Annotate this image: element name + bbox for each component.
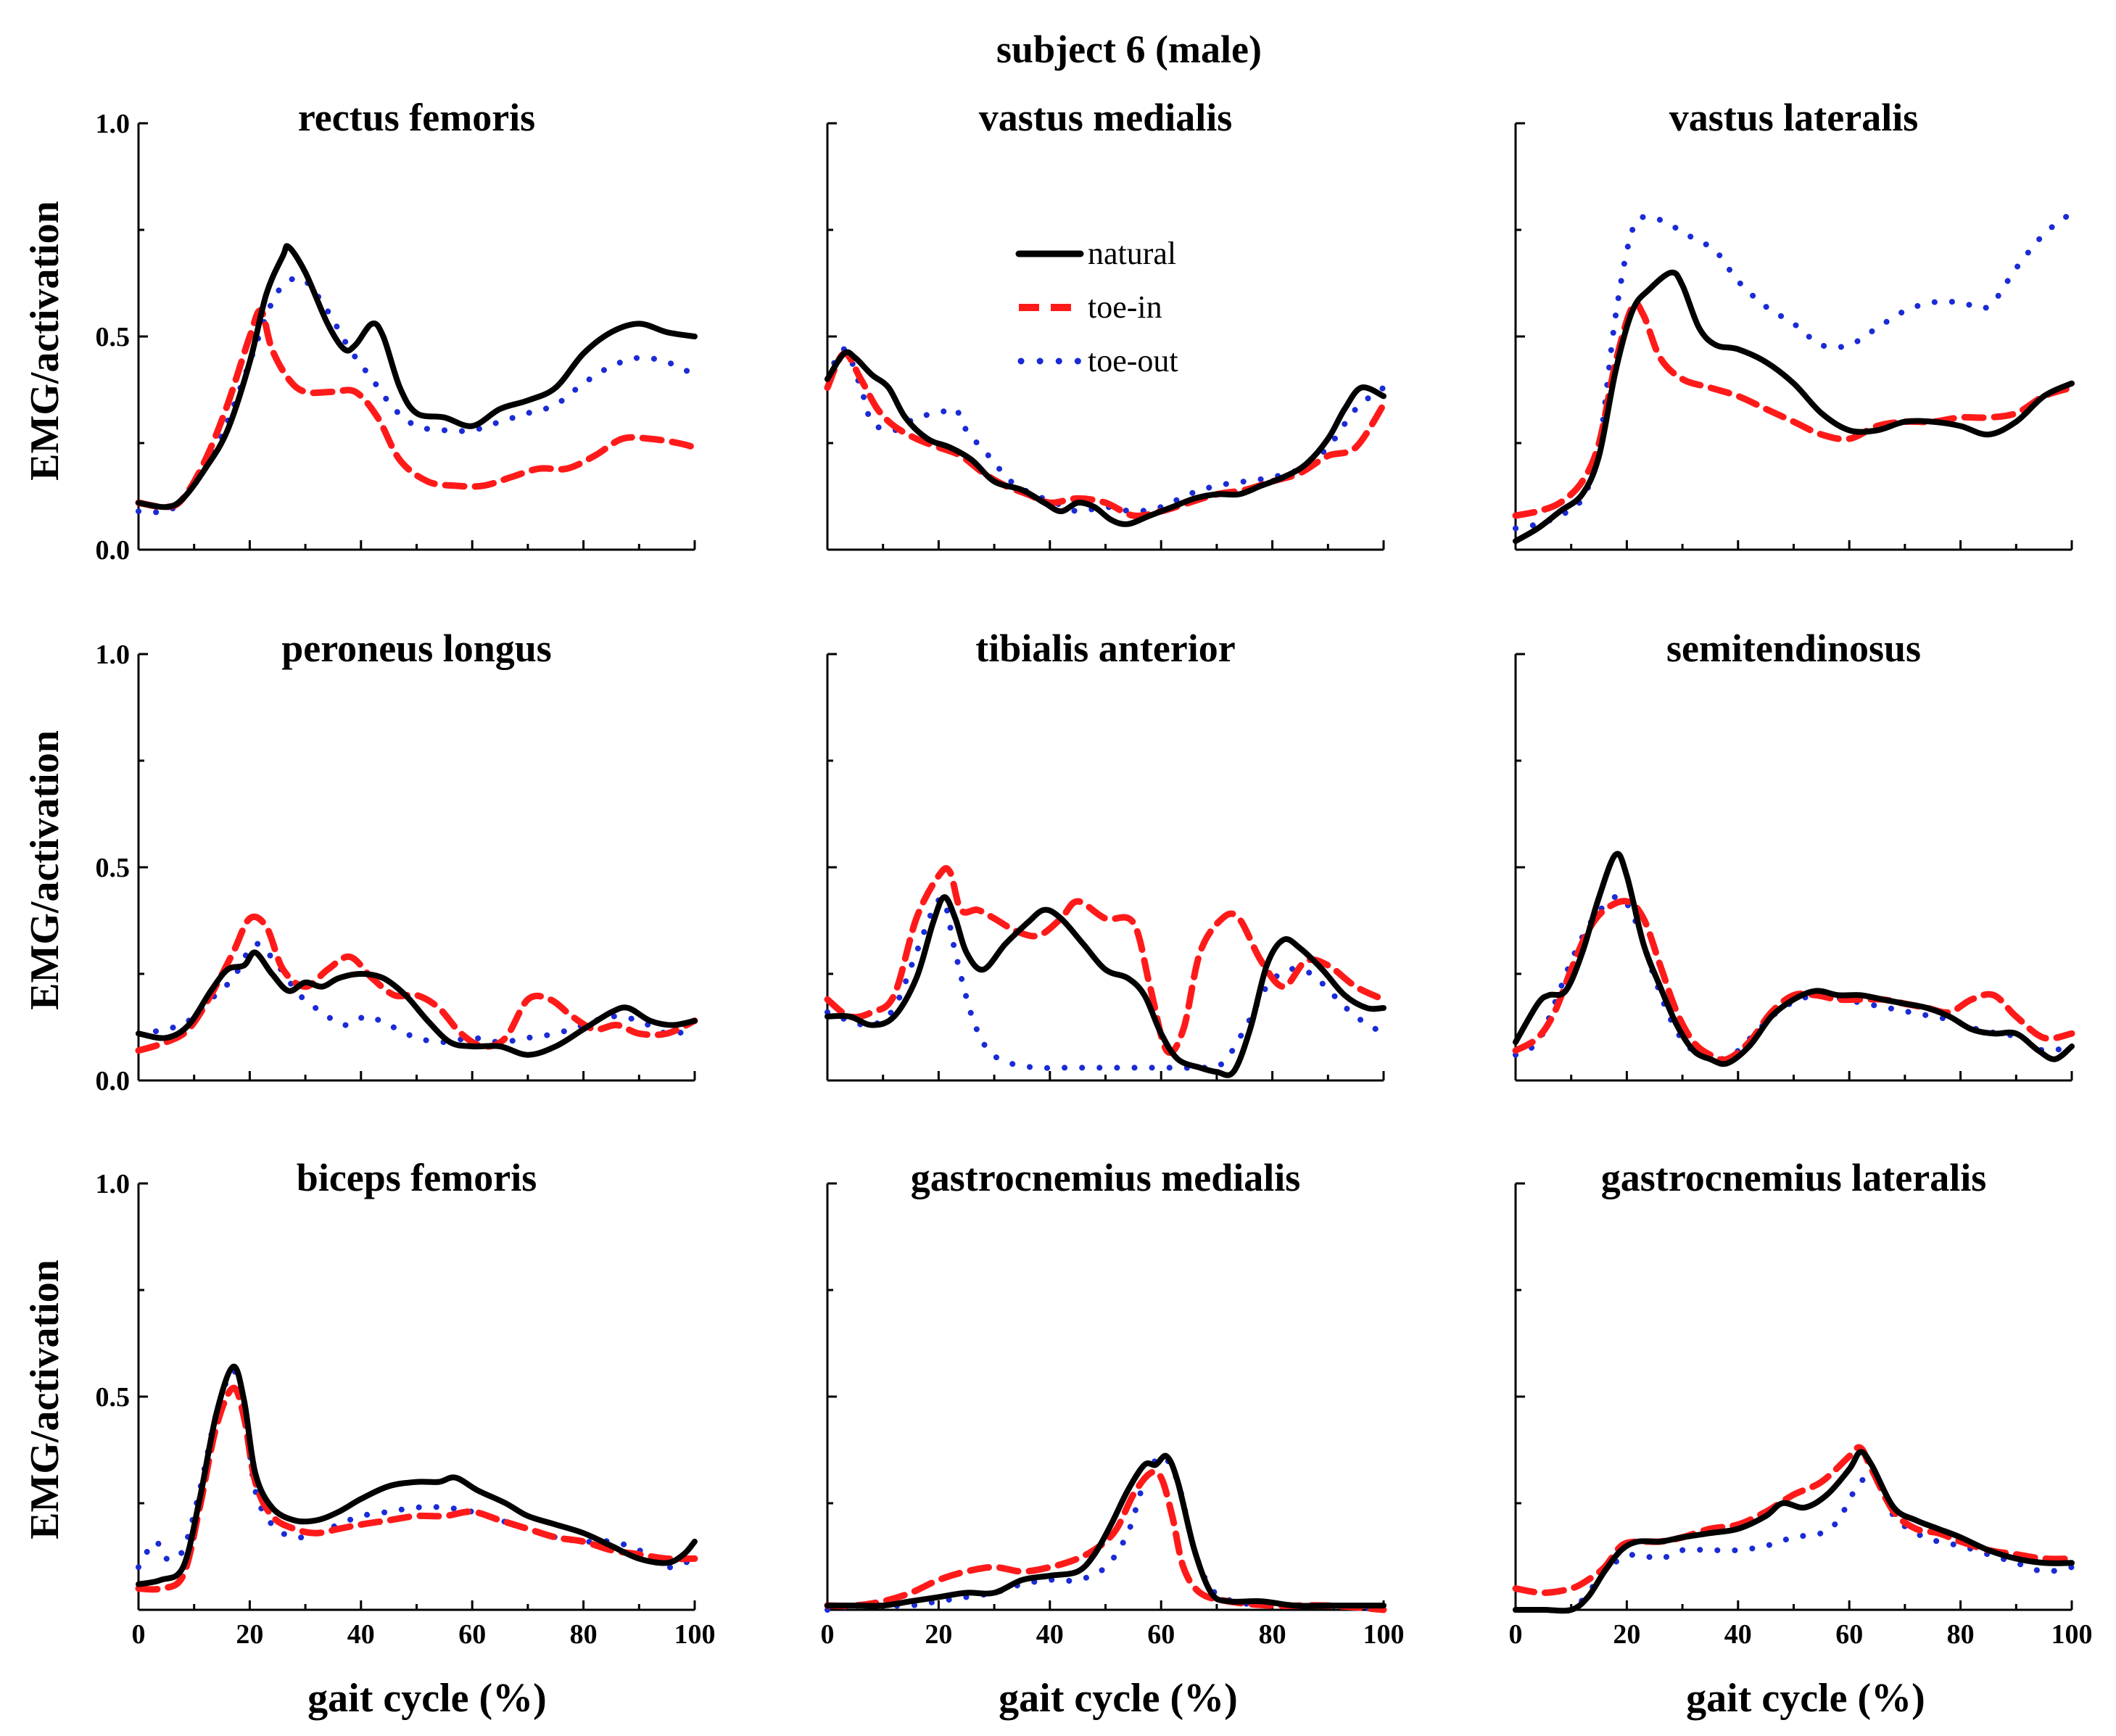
legend-label-toe-in: toe-in (1088, 289, 1162, 325)
x-tick-label: 20 (925, 1619, 952, 1650)
svg-text:EMG/activation: EMG/activation (22, 201, 67, 481)
y-tick-label: 0.5 (96, 322, 131, 352)
x-tick-label: 60 (458, 1619, 486, 1650)
x-tick-label: 80 (1259, 1619, 1286, 1650)
x-tick-label: 0 (821, 1619, 835, 1650)
panel-title-peroneus-longus: peroneus longus (281, 627, 552, 670)
series-natural-tibialis-anterior (825, 894, 1386, 1078)
x-axis-label-col1: gait cycle (%) (307, 1676, 547, 1721)
series-natural-vastus-medialis (825, 349, 1386, 527)
series-natural-vastus-lateralis (1513, 269, 2075, 545)
y-tick-label: 1.0 (96, 109, 131, 139)
x-tick-label: 0 (1509, 1619, 1523, 1650)
series-natural-peroneus-longus (136, 949, 698, 1058)
x-tick-label: 80 (570, 1619, 598, 1650)
panel-title-rectus-femoris: rectus femoris (298, 96, 535, 139)
panel-semitendinosus: semitendinosus (1512, 627, 2075, 1082)
y-axis-label-row3: EMG/activation (22, 1260, 67, 1539)
x-tick-label: 100 (674, 1619, 716, 1650)
y-axis-label-row2: EMG/activation (22, 730, 67, 1010)
svg-text:EMG/activation: EMG/activation (22, 1260, 67, 1539)
panel-gastrocnemius-lateralis: 0 20 40 60 80 100 gastrocnemius lateralis (1509, 1156, 2093, 1650)
panel-gastrocnemius-medialis: 0 20 40 60 80 100 gastrocnemius medialis (821, 1156, 1405, 1650)
series-toe-in-gastrocnemius-medialis (824, 1468, 1387, 1613)
legend: natural toe-in toe-out (1015, 236, 1178, 379)
x-tick-label: 80 (1947, 1619, 1975, 1650)
svg-text:EMG/activation: EMG/activation (22, 730, 67, 1010)
panel-title-semitendinosus: semitendinosus (1666, 627, 1921, 670)
x-tick-label: 100 (2051, 1619, 2093, 1650)
series-toe-out-tibialis-anterior (825, 896, 1386, 1071)
series-toe-in-peroneus-longus (135, 913, 698, 1054)
panel-title-gastrocnemius-medialis: gastrocnemius medialis (911, 1156, 1301, 1199)
series-natural-biceps-femoris (136, 1363, 698, 1587)
series-natural-gastrocnemius-medialis (825, 1452, 1386, 1609)
y-tick-label: 0.5 (96, 853, 131, 883)
x-tick-label: 60 (1147, 1619, 1175, 1650)
y-tick-label: 1.0 (96, 1169, 131, 1199)
y-axis-label-row1: EMG/activation (22, 201, 67, 481)
series-toe-in-semitendinosus (1512, 898, 2075, 1063)
y-tick-label: 0.0 (96, 1066, 131, 1096)
series-toe-in-tibialis-anterior (824, 865, 1387, 1057)
series-natural-gastrocnemius-lateralis (1513, 1449, 2075, 1614)
series-toe-in-vastus-lateralis (1512, 299, 2075, 519)
x-axis-label-col2: gait cycle (%) (999, 1676, 1238, 1721)
panel-rectus-femoris: 0.0 0.5 1.0 rectus femoris (96, 96, 698, 566)
legend-label-natural: natural (1088, 236, 1176, 271)
y-tick-label: 0.5 (96, 1382, 131, 1413)
x-tick-label: 100 (1363, 1619, 1405, 1650)
panel-peroneus-longus: 0.0 0.5 1.0 peroneus longus (96, 627, 698, 1096)
x-tick-label: 40 (347, 1619, 375, 1650)
series-natural-semitendinosus (1513, 851, 2075, 1067)
panel-title-tibialis-anterior: tibialis anterior (975, 627, 1235, 670)
y-tick-label: 1.0 (96, 640, 131, 670)
panel-biceps-femoris: 0.5 1.0 0 20 40 60 80 100 biceps femoris (96, 1156, 716, 1650)
x-tick-label: 20 (236, 1619, 263, 1650)
x-tick-label: 40 (1724, 1619, 1752, 1650)
legend-label-toe-out: toe-out (1088, 343, 1178, 379)
panel-grid: 0.0 0.5 1.0 rectus femoris vastus medialis va… (96, 96, 2093, 1650)
panel-title-vastus-lateralis: vastus lateralis (1669, 96, 1919, 139)
panel-title-vastus-medialis: vastus medialis (979, 96, 1233, 139)
x-axis-label-col3: gait cycle (%) (1686, 1676, 1925, 1721)
panel-vastus-lateralis: vastus lateralis (1512, 96, 2075, 551)
x-tick-label: 20 (1613, 1619, 1640, 1650)
series-toe-in-gastrocnemius-lateralis (1512, 1444, 2075, 1596)
panel-tibialis-anterior: tibialis anterior (824, 627, 1387, 1082)
x-tick-label: 60 (1835, 1619, 1863, 1650)
y-tick-label: 0.0 (96, 535, 131, 566)
figure-title: subject 6 (male) (996, 28, 1262, 71)
x-tick-label: 0 (132, 1619, 146, 1650)
series-toe-in-rectus-femoris (135, 307, 698, 511)
series-toe-out-vastus-medialis (825, 346, 1386, 515)
series-toe-out-vastus-lateralis (1513, 210, 2075, 532)
series-toe-out-rectus-femoris (136, 275, 698, 516)
panel-vastus-medialis: vastus medialis (824, 96, 1387, 551)
series-toe-out-peroneus-longus (136, 941, 698, 1046)
series-toe-in-biceps-femoris (135, 1384, 698, 1593)
panel-title-gastrocnemius-lateralis: gastrocnemius lateralis (1601, 1156, 1986, 1199)
series-natural-rectus-femoris (136, 243, 698, 511)
x-tick-label: 40 (1036, 1619, 1064, 1650)
panel-title-biceps-femoris: biceps femoris (297, 1156, 537, 1199)
